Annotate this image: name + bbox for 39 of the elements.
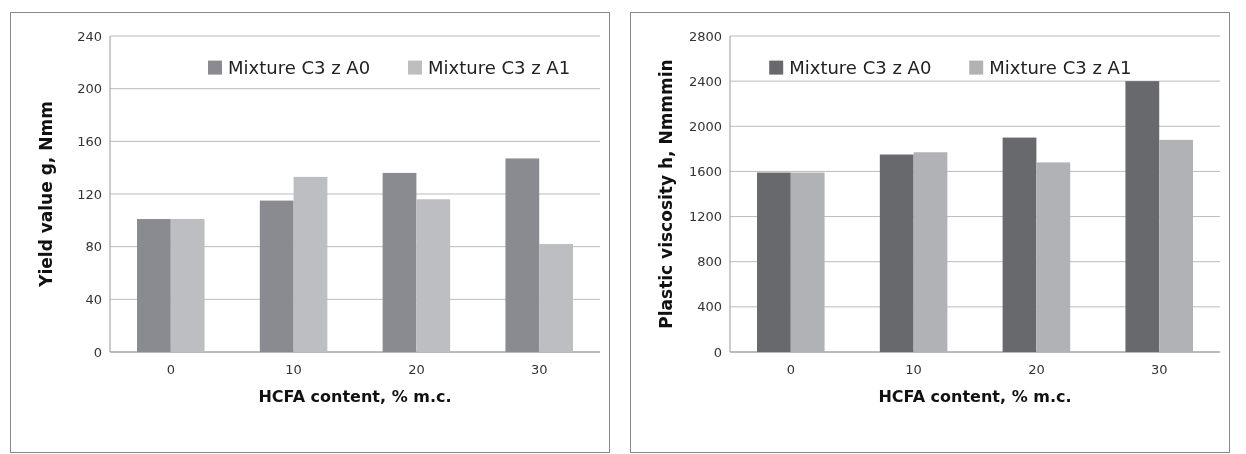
y-tick-label: 800: [697, 254, 722, 270]
bar: [259, 200, 294, 352]
y-tick-label: 2400: [688, 73, 722, 89]
y-tick-label: 240: [77, 28, 102, 44]
y-tick-label: 0: [713, 344, 722, 360]
legend-label: Mixture C3 z A0: [789, 56, 932, 78]
x-tick-label: 30: [530, 362, 548, 377]
y-tick-label: 1200: [688, 209, 722, 225]
legend-label: Mixture C3 z A1: [428, 56, 571, 78]
y-tick-label: 80: [85, 239, 102, 255]
y-tick-label: 0: [93, 344, 102, 360]
y-tick-label: 40: [85, 291, 102, 307]
legend-label: Mixture C3 z A0: [228, 56, 371, 78]
bar: [505, 158, 540, 352]
bar: [1125, 81, 1160, 352]
bar: [757, 172, 791, 352]
x-tick-label: 20: [1028, 362, 1045, 377]
x-tick-label: 20: [408, 362, 425, 377]
y-tick-label: 200: [77, 81, 102, 97]
y-tick-label: 400: [697, 299, 722, 315]
x-tick-label: 10: [905, 362, 922, 377]
y-axis-title: Plastic viscosity h, Nmmmin: [656, 59, 676, 329]
y-axis-title: Yield value g, Nmm: [36, 101, 56, 288]
bar: [879, 154, 914, 352]
y-tick-label: 2000: [688, 118, 722, 134]
y-tick-label: 120: [77, 186, 102, 202]
bar: [1002, 137, 1037, 352]
x-tick-label: 0: [786, 362, 795, 377]
legend-label: Mixture C3 z A1: [989, 56, 1132, 78]
y-tick-label: 2800: [688, 28, 722, 44]
bar: [137, 219, 171, 352]
x-tick-label: 0: [166, 362, 175, 377]
x-axis-title: HCFA content, % m.c.: [258, 387, 452, 406]
x-tick-label: 30: [1150, 362, 1168, 377]
x-axis-title: HCFA content, % m.c.: [878, 387, 1072, 406]
x-tick-label: 10: [285, 362, 302, 377]
bar: [382, 172, 417, 352]
y-tick-label: 1600: [688, 163, 722, 179]
y-tick-label: 160: [77, 133, 102, 149]
